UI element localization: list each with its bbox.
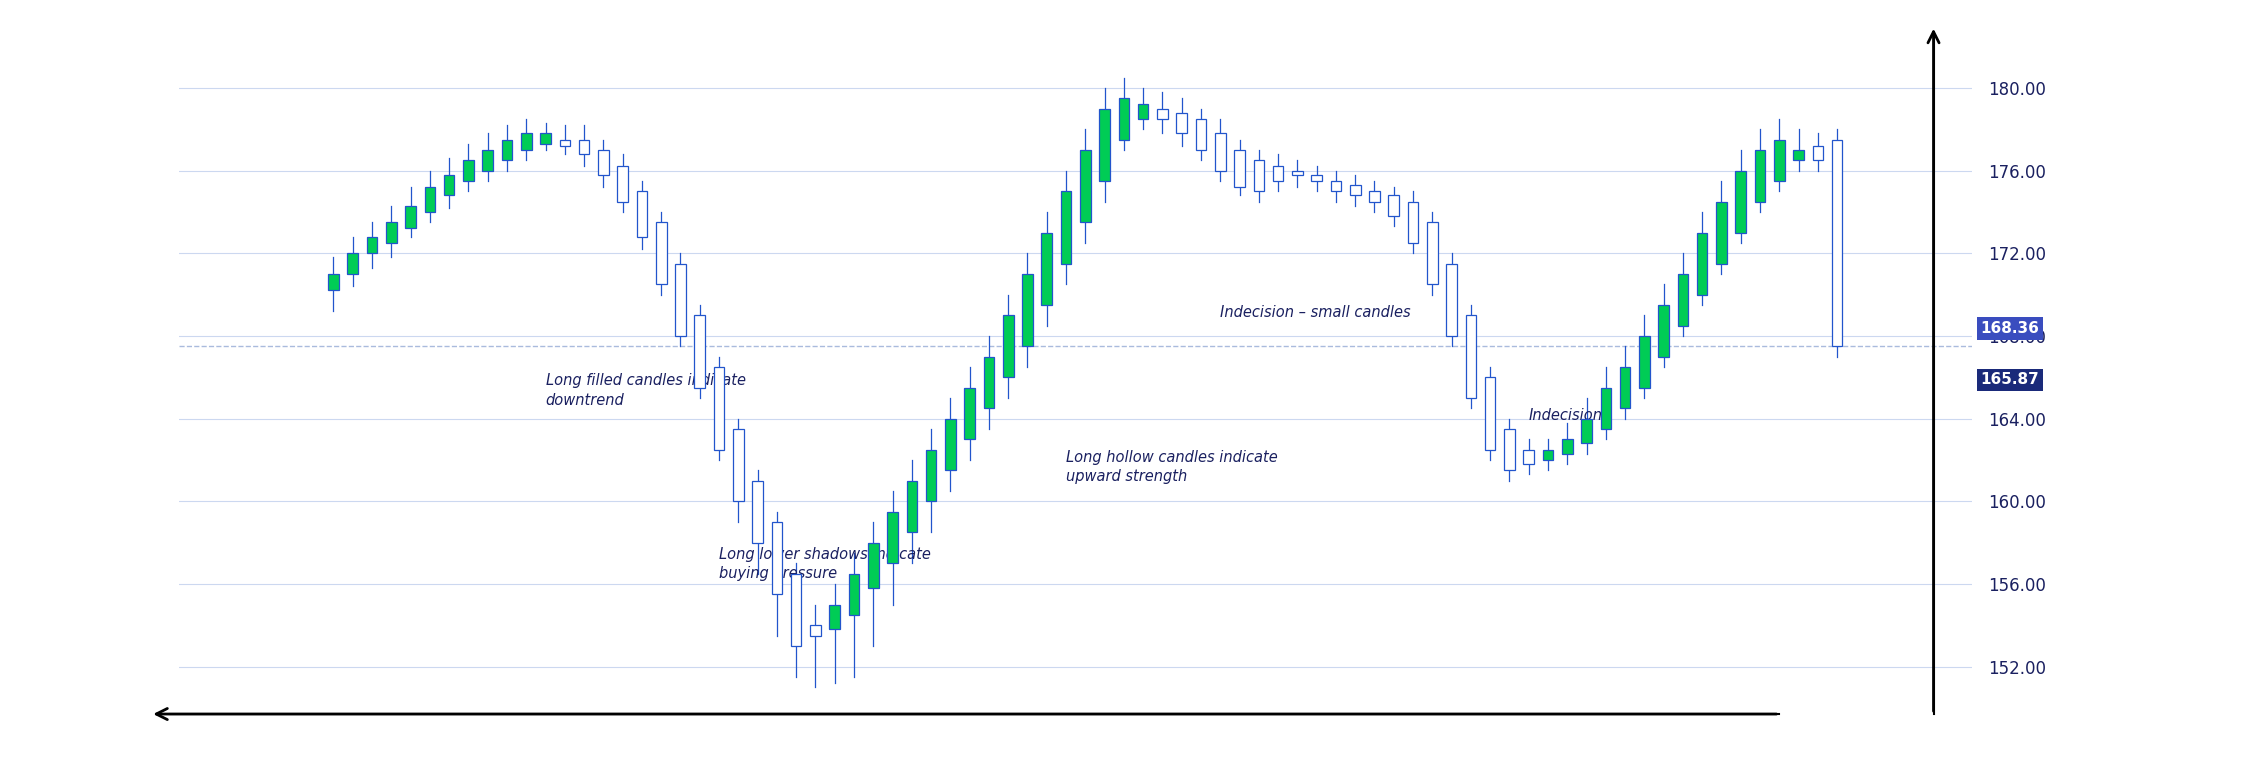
Bar — [1831, 140, 1842, 346]
Bar — [368, 236, 376, 253]
Text: Long filled candles indicate
downtrend: Long filled candles indicate downtrend — [545, 373, 746, 408]
Text: 168.36: 168.36 — [1981, 321, 2039, 336]
Bar — [540, 133, 551, 143]
Bar — [1658, 305, 1670, 356]
Bar — [964, 388, 975, 439]
Bar — [1311, 174, 1322, 181]
Bar — [887, 512, 899, 563]
Bar — [598, 150, 610, 174]
Text: 165.87: 165.87 — [1981, 372, 2039, 388]
Bar — [444, 174, 455, 195]
Bar — [1197, 119, 1206, 150]
Bar — [1253, 160, 1264, 191]
Bar — [753, 480, 762, 542]
Bar — [1389, 195, 1398, 216]
Bar — [1060, 191, 1071, 264]
Bar — [1293, 170, 1302, 174]
Text: Indecision – small candles: Indecision – small candles — [1221, 305, 1412, 320]
Bar — [347, 253, 359, 274]
Bar — [695, 315, 706, 388]
Bar — [1215, 133, 1226, 170]
Bar — [1582, 418, 1591, 443]
Bar — [578, 140, 589, 154]
Bar — [1793, 150, 1804, 160]
Bar — [502, 140, 513, 160]
Bar — [1177, 112, 1188, 133]
Bar — [1679, 274, 1687, 326]
Bar — [1407, 202, 1419, 243]
Text: Long hollow candles indicate
upward strength: Long hollow candles indicate upward stre… — [1067, 449, 1277, 484]
Bar — [1349, 185, 1360, 195]
Text: Indecision: Indecision — [1528, 408, 1602, 423]
Bar — [657, 222, 666, 284]
Bar — [1755, 150, 1766, 202]
Bar — [636, 191, 648, 236]
Bar — [482, 150, 493, 170]
Bar — [733, 429, 744, 501]
Bar — [675, 264, 686, 336]
Bar — [327, 274, 338, 291]
Bar — [984, 356, 995, 408]
Bar — [406, 205, 417, 229]
Bar — [1004, 315, 1013, 377]
Bar — [464, 160, 473, 181]
Bar — [946, 418, 955, 470]
Bar — [1428, 222, 1439, 284]
Bar — [1466, 315, 1477, 398]
Bar — [1235, 150, 1244, 187]
Bar — [1735, 170, 1746, 232]
Bar — [1100, 109, 1109, 181]
Bar — [1813, 146, 1824, 160]
Bar — [1775, 140, 1784, 181]
Bar — [1042, 232, 1051, 305]
Bar — [1138, 105, 1147, 119]
Bar — [1638, 336, 1649, 388]
Bar — [1369, 191, 1380, 202]
Bar — [1273, 167, 1284, 181]
Bar — [1600, 388, 1611, 429]
Bar — [926, 449, 937, 501]
Bar — [1022, 274, 1033, 346]
Bar — [1504, 429, 1515, 470]
Bar — [771, 522, 782, 594]
Bar — [791, 574, 802, 646]
Bar — [1118, 98, 1129, 140]
Bar — [1331, 181, 1340, 191]
Bar — [1156, 109, 1168, 119]
Bar — [849, 574, 858, 615]
Bar — [1562, 439, 1573, 453]
Bar — [908, 480, 917, 532]
Bar — [1445, 264, 1457, 336]
Bar — [713, 367, 724, 450]
Bar — [811, 625, 820, 636]
Bar — [560, 140, 569, 146]
Bar — [385, 222, 397, 243]
Bar — [616, 167, 627, 202]
Bar — [1080, 150, 1091, 222]
Bar — [1542, 449, 1553, 460]
Bar — [520, 133, 531, 150]
Bar — [1486, 377, 1495, 450]
Bar — [829, 604, 840, 629]
Bar — [1696, 232, 1708, 294]
Bar — [1524, 449, 1535, 464]
Bar — [1620, 367, 1631, 408]
Bar — [1717, 202, 1728, 264]
Bar — [867, 542, 878, 588]
Bar — [424, 187, 435, 212]
Text: Long lower shadows indicate
buying pressure: Long lower shadows indicate buying press… — [719, 546, 930, 581]
